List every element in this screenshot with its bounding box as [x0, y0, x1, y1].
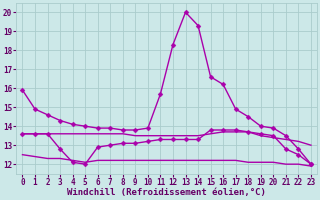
X-axis label: Windchill (Refroidissement éolien,°C): Windchill (Refroidissement éolien,°C) — [67, 188, 266, 197]
